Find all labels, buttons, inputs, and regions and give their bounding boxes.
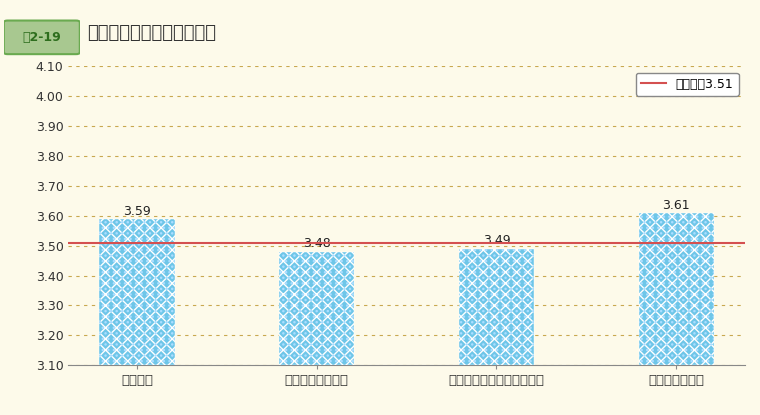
Bar: [459, 249, 534, 365]
Text: 図2-19: 図2-19: [23, 31, 61, 44]
Bar: [279, 251, 354, 365]
Bar: [638, 213, 714, 365]
Bar: [459, 249, 534, 365]
Legend: 総平均値3.51: 総平均値3.51: [636, 73, 739, 95]
Bar: [99, 219, 175, 365]
Text: 3.49: 3.49: [483, 234, 510, 247]
FancyBboxPatch shape: [4, 20, 80, 54]
Text: 3.59: 3.59: [123, 205, 150, 217]
Text: 3.61: 3.61: [663, 199, 690, 212]
Text: 採用区分別の回答の平均値: 採用区分別の回答の平均値: [87, 24, 217, 42]
Bar: [279, 251, 354, 365]
Bar: [99, 219, 175, 365]
Text: 3.48: 3.48: [302, 237, 331, 251]
Bar: [638, 213, 714, 365]
